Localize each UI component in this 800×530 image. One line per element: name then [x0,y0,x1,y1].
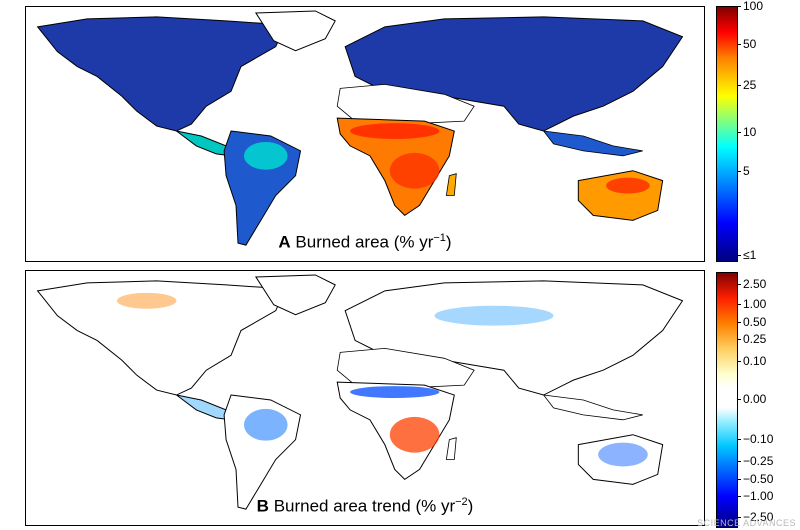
trend-patch-canada [116,292,177,309]
panel-b-exponent: −2 [455,496,468,509]
world-map-burned-area [36,10,684,246]
panel-a-caption: A Burned area (% yr−1) [26,232,704,253]
cbar-b-tick: −0.10 [736,432,774,446]
panel-b-letter: B [256,497,269,516]
panel-a-title: Burned area (% yr [295,233,434,252]
hotspot-africa-south [389,152,440,189]
watermark: SCIENCE ADVANCES [697,518,796,528]
panel-a-exponent: −1 [433,232,446,245]
map-panel-burned-area: A Burned area (% yr−1) [25,6,705,262]
cbar-b-tick: −1.00 [736,489,774,503]
cbar-a-tick: 5 [737,164,750,178]
colorbar-burned-area [716,6,738,262]
hotspot-australia [606,177,650,194]
cbar-b-tick: 0.00 [736,392,767,406]
continent-greenland [254,274,336,316]
region-sahara [336,347,475,389]
cbar-b-tick: 2.50 [736,277,767,291]
map-panel-burned-area-trend: B Burned area trend (% yr−2) [25,270,705,526]
cbar-b-tick: −0.50 [736,472,774,486]
island-madagascar [445,437,457,460]
trend-patch-africa-south [389,416,440,453]
continent-north-america [36,280,287,396]
cbar-b-tick: −0.25 [736,454,774,468]
hotspot-africa-sahel [350,123,440,139]
trend-patch-australia [598,442,648,467]
panel-b-caption: B Burned area trend (% yr−2) [26,496,704,517]
cbar-a-tick: 25 [736,78,757,92]
cbar-b-tick: 0.25 [736,332,767,346]
continent-central-america [176,394,232,421]
cbar-b-tick: 0.50 [736,315,767,329]
cbar-b-tick: 0.10 [736,354,767,368]
continent-north-america [36,16,287,132]
trend-patch-south-america [243,408,288,441]
cbar-b-tick: −2.50 [736,510,774,524]
panel-a-closing: ) [445,233,452,252]
continent-greenland [254,10,336,52]
colorbar-burned-area-trend [716,272,738,528]
cbar-a-tick: 50 [736,37,757,51]
panel-b-closing: ) [467,497,474,516]
cbar-a-tick: ≤1 [736,248,757,262]
region-sahara [336,83,475,125]
world-map-burned-area-trend [36,274,684,510]
cbar-a-tick: 100 [736,0,764,13]
trend-patch-central-asia [434,305,554,326]
region-southeast-asia [542,130,643,157]
region-southeast-asia [542,394,643,421]
island-madagascar [445,173,457,196]
cbar-a-tick: 10 [736,125,757,139]
hotspot-south-america [243,141,288,170]
panel-b-title: Burned area trend (% yr [273,497,456,516]
continent-central-america [176,130,232,157]
trend-patch-africa-sahel [350,386,440,398]
panel-a-letter: A [278,233,291,252]
cbar-b-tick: 1.00 [736,297,767,311]
